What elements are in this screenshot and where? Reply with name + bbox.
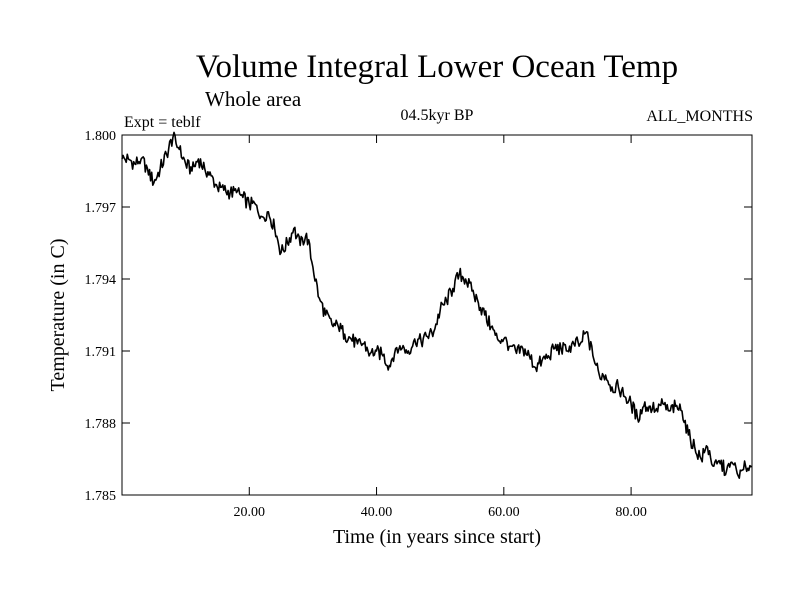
x-tick-label: 60.00: [488, 505, 520, 520]
x-tick-label: 80.00: [615, 505, 647, 520]
axis-tick-labels: 20.00 40.00 60.00 80.00 1.785 1.788 1.791 1.794…: [85, 129, 647, 520]
y-tick-label: 1.800: [85, 129, 117, 144]
y-tick-label: 1.797: [85, 201, 117, 216]
temperature-series-line: [121, 131, 753, 479]
axis-ticks: [122, 134, 752, 496]
chart-title: Volume Integral Lower Ocean Temp: [196, 49, 678, 85]
experiment-label: Expt = teblf: [124, 114, 201, 131]
y-tick-label: 1.794: [85, 273, 117, 288]
x-tick-label: 40.00: [361, 505, 393, 520]
period-label: 04.5kyr BP: [401, 107, 474, 124]
x-axis-label: Time (in years since start): [333, 526, 541, 548]
y-tick-label: 1.785: [85, 489, 117, 504]
months-label: ALL_MONTHS: [646, 108, 753, 125]
y-tick-label: 1.788: [85, 417, 117, 432]
x-tick-label: 20.00: [234, 505, 266, 520]
plot-frame: [121, 134, 753, 496]
y-axis-label: Temperature (in C): [47, 239, 69, 392]
y-tick-label: 1.791: [85, 345, 117, 360]
chart-subtitle: Whole area: [205, 87, 302, 111]
